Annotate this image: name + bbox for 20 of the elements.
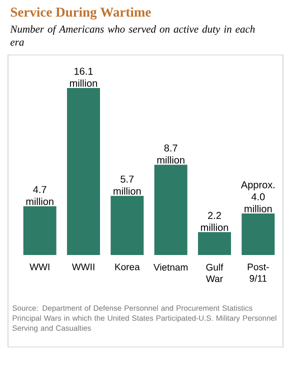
bar	[110, 196, 144, 255]
bar	[198, 232, 231, 255]
bar	[154, 164, 188, 255]
bar	[23, 206, 56, 255]
data-label: 2.2 million	[201, 212, 228, 231]
x-tick-label: WWII	[72, 264, 94, 270]
data-label: 8.7 million	[157, 144, 184, 164]
x-tick-label: WWI	[30, 264, 50, 270]
data-label: Approx. 4.0 million	[240, 181, 274, 212]
data-label: 5.7 million	[114, 176, 141, 195]
x-tick-label: Post-9/11	[248, 264, 269, 282]
bar	[67, 88, 100, 255]
chart-title: Service During Wartime	[10, 7, 151, 20]
x-tick-label: Gulf War	[206, 264, 224, 282]
bar	[242, 214, 275, 255]
data-label: 16.1 million	[70, 68, 98, 87]
x-tick-label: Korea	[115, 264, 140, 270]
data-label: 4.7 million	[26, 186, 54, 206]
chart-subtitle: Number of Americans who served on active duty in each era	[10, 25, 255, 46]
x-tick-label: Vietnam	[154, 264, 188, 271]
